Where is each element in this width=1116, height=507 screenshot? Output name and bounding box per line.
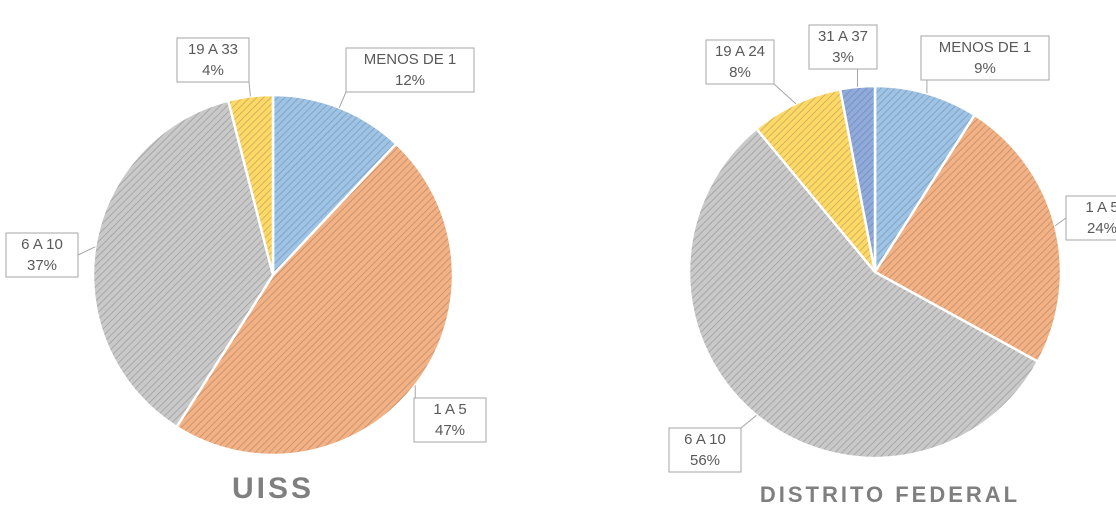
label-value: 8% [729,64,751,81]
label-value: 56% [690,452,720,469]
pie-slice [91,99,275,429]
pie-slice [226,93,275,276]
chart-title: DISTRITO FEDERAL [760,482,1020,507]
pie-slice [754,87,877,273]
chart-title: UISS [232,472,314,505]
label-box [808,24,878,70]
pie-slice [873,113,1063,364]
label-value: 24% [1087,220,1116,237]
label-category: 6 A 10 [21,236,63,253]
label-category: 1 A 5 [1085,199,1116,216]
label-category: 1 A 5 [433,401,466,418]
label-category: MENOS DE 1 [939,39,1032,56]
label-box [668,427,742,473]
leader-line [338,91,347,108]
label-category: MENOS DE 1 [364,51,457,68]
label-box [920,35,1050,81]
label-box [413,397,487,443]
leader-line [248,81,251,97]
label-category: 19 A 24 [715,43,765,60]
leader-line [77,246,96,256]
pie-slice [174,142,455,457]
leader-line [1054,217,1067,227]
leader-line [740,414,757,429]
label-category: 19 A 33 [188,41,238,58]
label-value: 4% [202,62,224,79]
label-value: 3% [832,49,854,66]
label-value: 37% [27,257,57,274]
pie-slice [838,84,877,273]
label-box [345,47,475,93]
label-value: 12% [395,72,425,89]
pie-slice [271,93,398,279]
label-category: 31 A 37 [818,28,868,45]
label-value: 47% [435,422,465,439]
label-value: 9% [974,60,996,77]
label-box [5,232,79,278]
label-box [705,39,775,85]
label-category: 6 A 10 [684,431,726,448]
label-box [176,37,250,83]
leader-line [773,83,797,105]
label-box [1065,195,1116,241]
